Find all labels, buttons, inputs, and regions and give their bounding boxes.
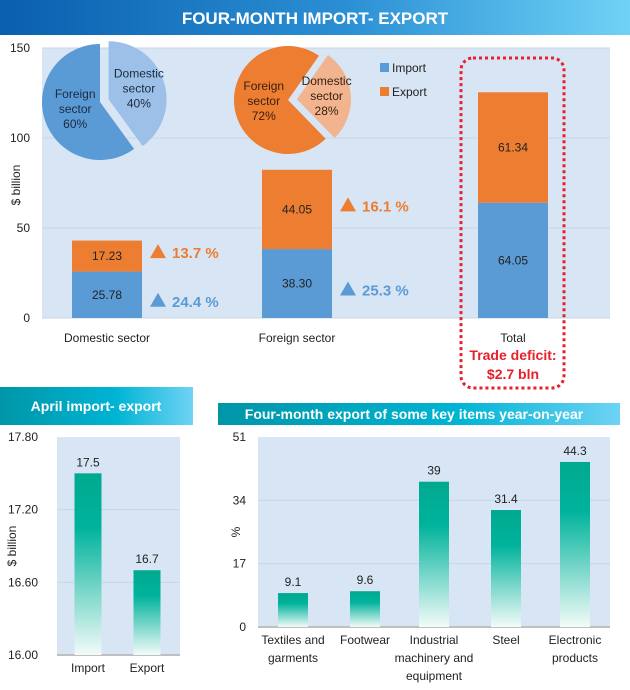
- pie-slice: [296, 55, 351, 138]
- y-tick-label: 50: [17, 221, 31, 235]
- up-triangle-icon: [340, 197, 356, 212]
- bar-value-label: 17.23: [92, 249, 122, 263]
- bar-import: [262, 249, 332, 318]
- y-tick-label: 51: [233, 430, 247, 444]
- bar: [133, 570, 161, 655]
- bar-value-label: 9.1: [285, 575, 302, 589]
- pie-slice-label: sector: [123, 81, 156, 95]
- pie-slice-label: 72%: [252, 109, 276, 123]
- bar-export: [262, 169, 332, 250]
- total-highlight-box: [459, 56, 566, 390]
- y-tick-label: 100: [10, 131, 30, 145]
- y-tick-label: 17: [233, 557, 247, 571]
- up-triangle-icon: [150, 244, 166, 259]
- x-category-label: Electronic: [549, 633, 602, 647]
- x-category-label: Textiles and: [261, 633, 324, 647]
- bar-value-label: 39: [427, 464, 441, 478]
- legend-swatch-import: [380, 63, 389, 72]
- bar-value-label: 44.3: [563, 444, 587, 458]
- y-tick-label: 34: [233, 493, 247, 507]
- y-tick-label: 17.20: [8, 503, 38, 517]
- bar-export: [72, 240, 142, 272]
- trade-deficit-label: Trade deficit:: [469, 347, 556, 363]
- bar-value-label: 25.78: [92, 288, 122, 302]
- bar-value-label: 16.7: [135, 552, 159, 566]
- bar-value-label: 17.5: [76, 455, 100, 469]
- pie-slice-label: 60%: [63, 117, 87, 131]
- growth-label: 16.1 %: [362, 198, 409, 215]
- y-tick-label: 0: [239, 620, 246, 634]
- bar-value-label: 31.4: [494, 492, 518, 506]
- april-y-axis-label: $ billion: [5, 526, 19, 567]
- trade-deficit-value: $2.7 bln: [487, 366, 539, 382]
- bar: [350, 591, 380, 627]
- x-category-label: Steel: [492, 633, 519, 647]
- pie-slice: [41, 44, 135, 160]
- y-tick-label: 150: [10, 41, 30, 55]
- x-category-label: garments: [268, 651, 318, 665]
- bar: [278, 593, 308, 627]
- up-triangle-icon: [150, 292, 166, 307]
- bar: [560, 461, 590, 627]
- pie-slice-label: sector: [247, 94, 280, 108]
- y-tick-label: 16.00: [8, 648, 38, 662]
- pie-slice: [234, 46, 326, 154]
- x-category-label: Industrial: [410, 633, 459, 647]
- bar: [491, 510, 521, 627]
- pie-slice-label: Foreign: [55, 87, 96, 101]
- bar-value-label: 61.34: [498, 141, 528, 155]
- april-header: [0, 387, 193, 425]
- pie-slice-label: Domestic: [302, 74, 352, 88]
- y-tick-label: 16.60: [8, 575, 38, 589]
- x-category-label: equipment: [406, 669, 463, 683]
- growth-label: 25.3 %: [362, 283, 409, 300]
- main-title: FOUR-MONTH IMPORT- EXPORT: [182, 9, 449, 28]
- pie-slice-label: Domestic: [114, 66, 164, 80]
- x-category-label: Footwear: [340, 633, 390, 647]
- key-items-y-axis-label: %: [229, 526, 243, 537]
- x-category-label: machinery and: [395, 651, 474, 665]
- y-tick-label: 0: [23, 311, 30, 325]
- legend-export: Export: [392, 85, 427, 99]
- key-items-header: [218, 403, 620, 425]
- four-month-chart: 0 50 100 150 $ billion 25.78 24.4 % 17.23 13.7…: [9, 41, 610, 390]
- y-axis-label: $ billion: [9, 165, 23, 206]
- bar-import: [478, 202, 548, 318]
- bar: [74, 473, 102, 655]
- pie-slice-label: sector: [59, 102, 92, 116]
- x-category-label: products: [552, 651, 598, 665]
- pie-slice-label: Foreign: [243, 79, 284, 93]
- y-tick-label: 17.80: [8, 430, 38, 444]
- x-category-label: Total: [500, 331, 525, 345]
- bar-value-label: 38.30: [282, 277, 312, 291]
- bar: [419, 481, 449, 627]
- growth-label: 13.7 %: [172, 245, 219, 262]
- bar-value-label: 44.05: [282, 202, 312, 216]
- bar-value-label: 64.05: [498, 253, 528, 267]
- x-category-label: Export: [130, 661, 165, 675]
- pie-slice-label: 40%: [127, 96, 151, 110]
- up-triangle-icon: [340, 281, 356, 296]
- x-category-label: Domestic sector: [64, 331, 150, 345]
- legend-import: Import: [392, 61, 427, 75]
- x-category-label: Foreign sector: [259, 331, 336, 345]
- title-banner: [0, 0, 630, 35]
- bar-value-label: 9.6: [357, 573, 374, 587]
- key-items-title: Four-month export of some key items year…: [245, 406, 584, 422]
- pie-slice-label: 28%: [315, 104, 339, 118]
- x-category-label: Import: [71, 661, 106, 675]
- legend-swatch-export: [380, 87, 389, 96]
- bar-import: [72, 271, 142, 318]
- pie-slice: [108, 41, 167, 147]
- pie-slice-label: sector: [310, 89, 343, 103]
- april-title: April import- export: [31, 398, 162, 414]
- growth-label: 24.4 %: [172, 294, 219, 311]
- bar-export: [478, 92, 548, 203]
